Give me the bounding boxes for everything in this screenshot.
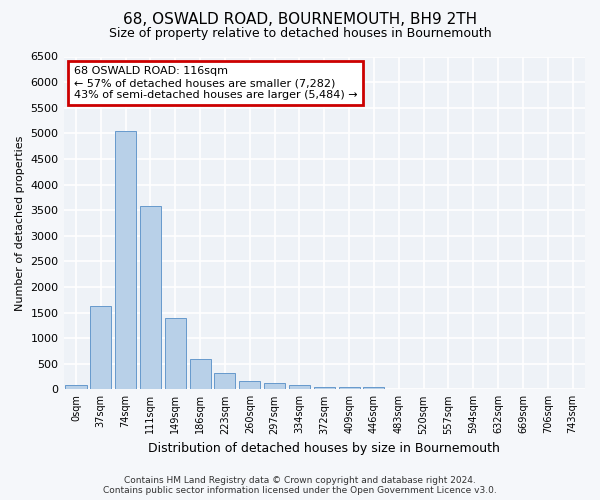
Text: 68, OSWALD ROAD, BOURNEMOUTH, BH9 2TH: 68, OSWALD ROAD, BOURNEMOUTH, BH9 2TH xyxy=(123,12,477,28)
Text: 68 OSWALD ROAD: 116sqm
← 57% of detached houses are smaller (7,282)
43% of semi-: 68 OSWALD ROAD: 116sqm ← 57% of detached… xyxy=(74,66,358,100)
Bar xyxy=(338,386,359,390)
Bar xyxy=(140,206,161,390)
Bar xyxy=(65,386,86,390)
Bar xyxy=(165,318,186,390)
Bar xyxy=(115,130,136,390)
Text: Size of property relative to detached houses in Bournemouth: Size of property relative to detached ho… xyxy=(109,28,491,40)
Bar xyxy=(314,386,335,390)
Bar xyxy=(364,386,385,390)
Bar xyxy=(264,383,285,390)
Text: Contains HM Land Registry data © Crown copyright and database right 2024.
Contai: Contains HM Land Registry data © Crown c… xyxy=(103,476,497,495)
Y-axis label: Number of detached properties: Number of detached properties xyxy=(15,135,25,310)
X-axis label: Distribution of detached houses by size in Bournemouth: Distribution of detached houses by size … xyxy=(148,442,500,455)
Bar xyxy=(289,386,310,390)
Bar xyxy=(190,358,211,390)
Bar xyxy=(90,306,112,390)
Bar xyxy=(214,374,235,390)
Bar xyxy=(239,381,260,390)
